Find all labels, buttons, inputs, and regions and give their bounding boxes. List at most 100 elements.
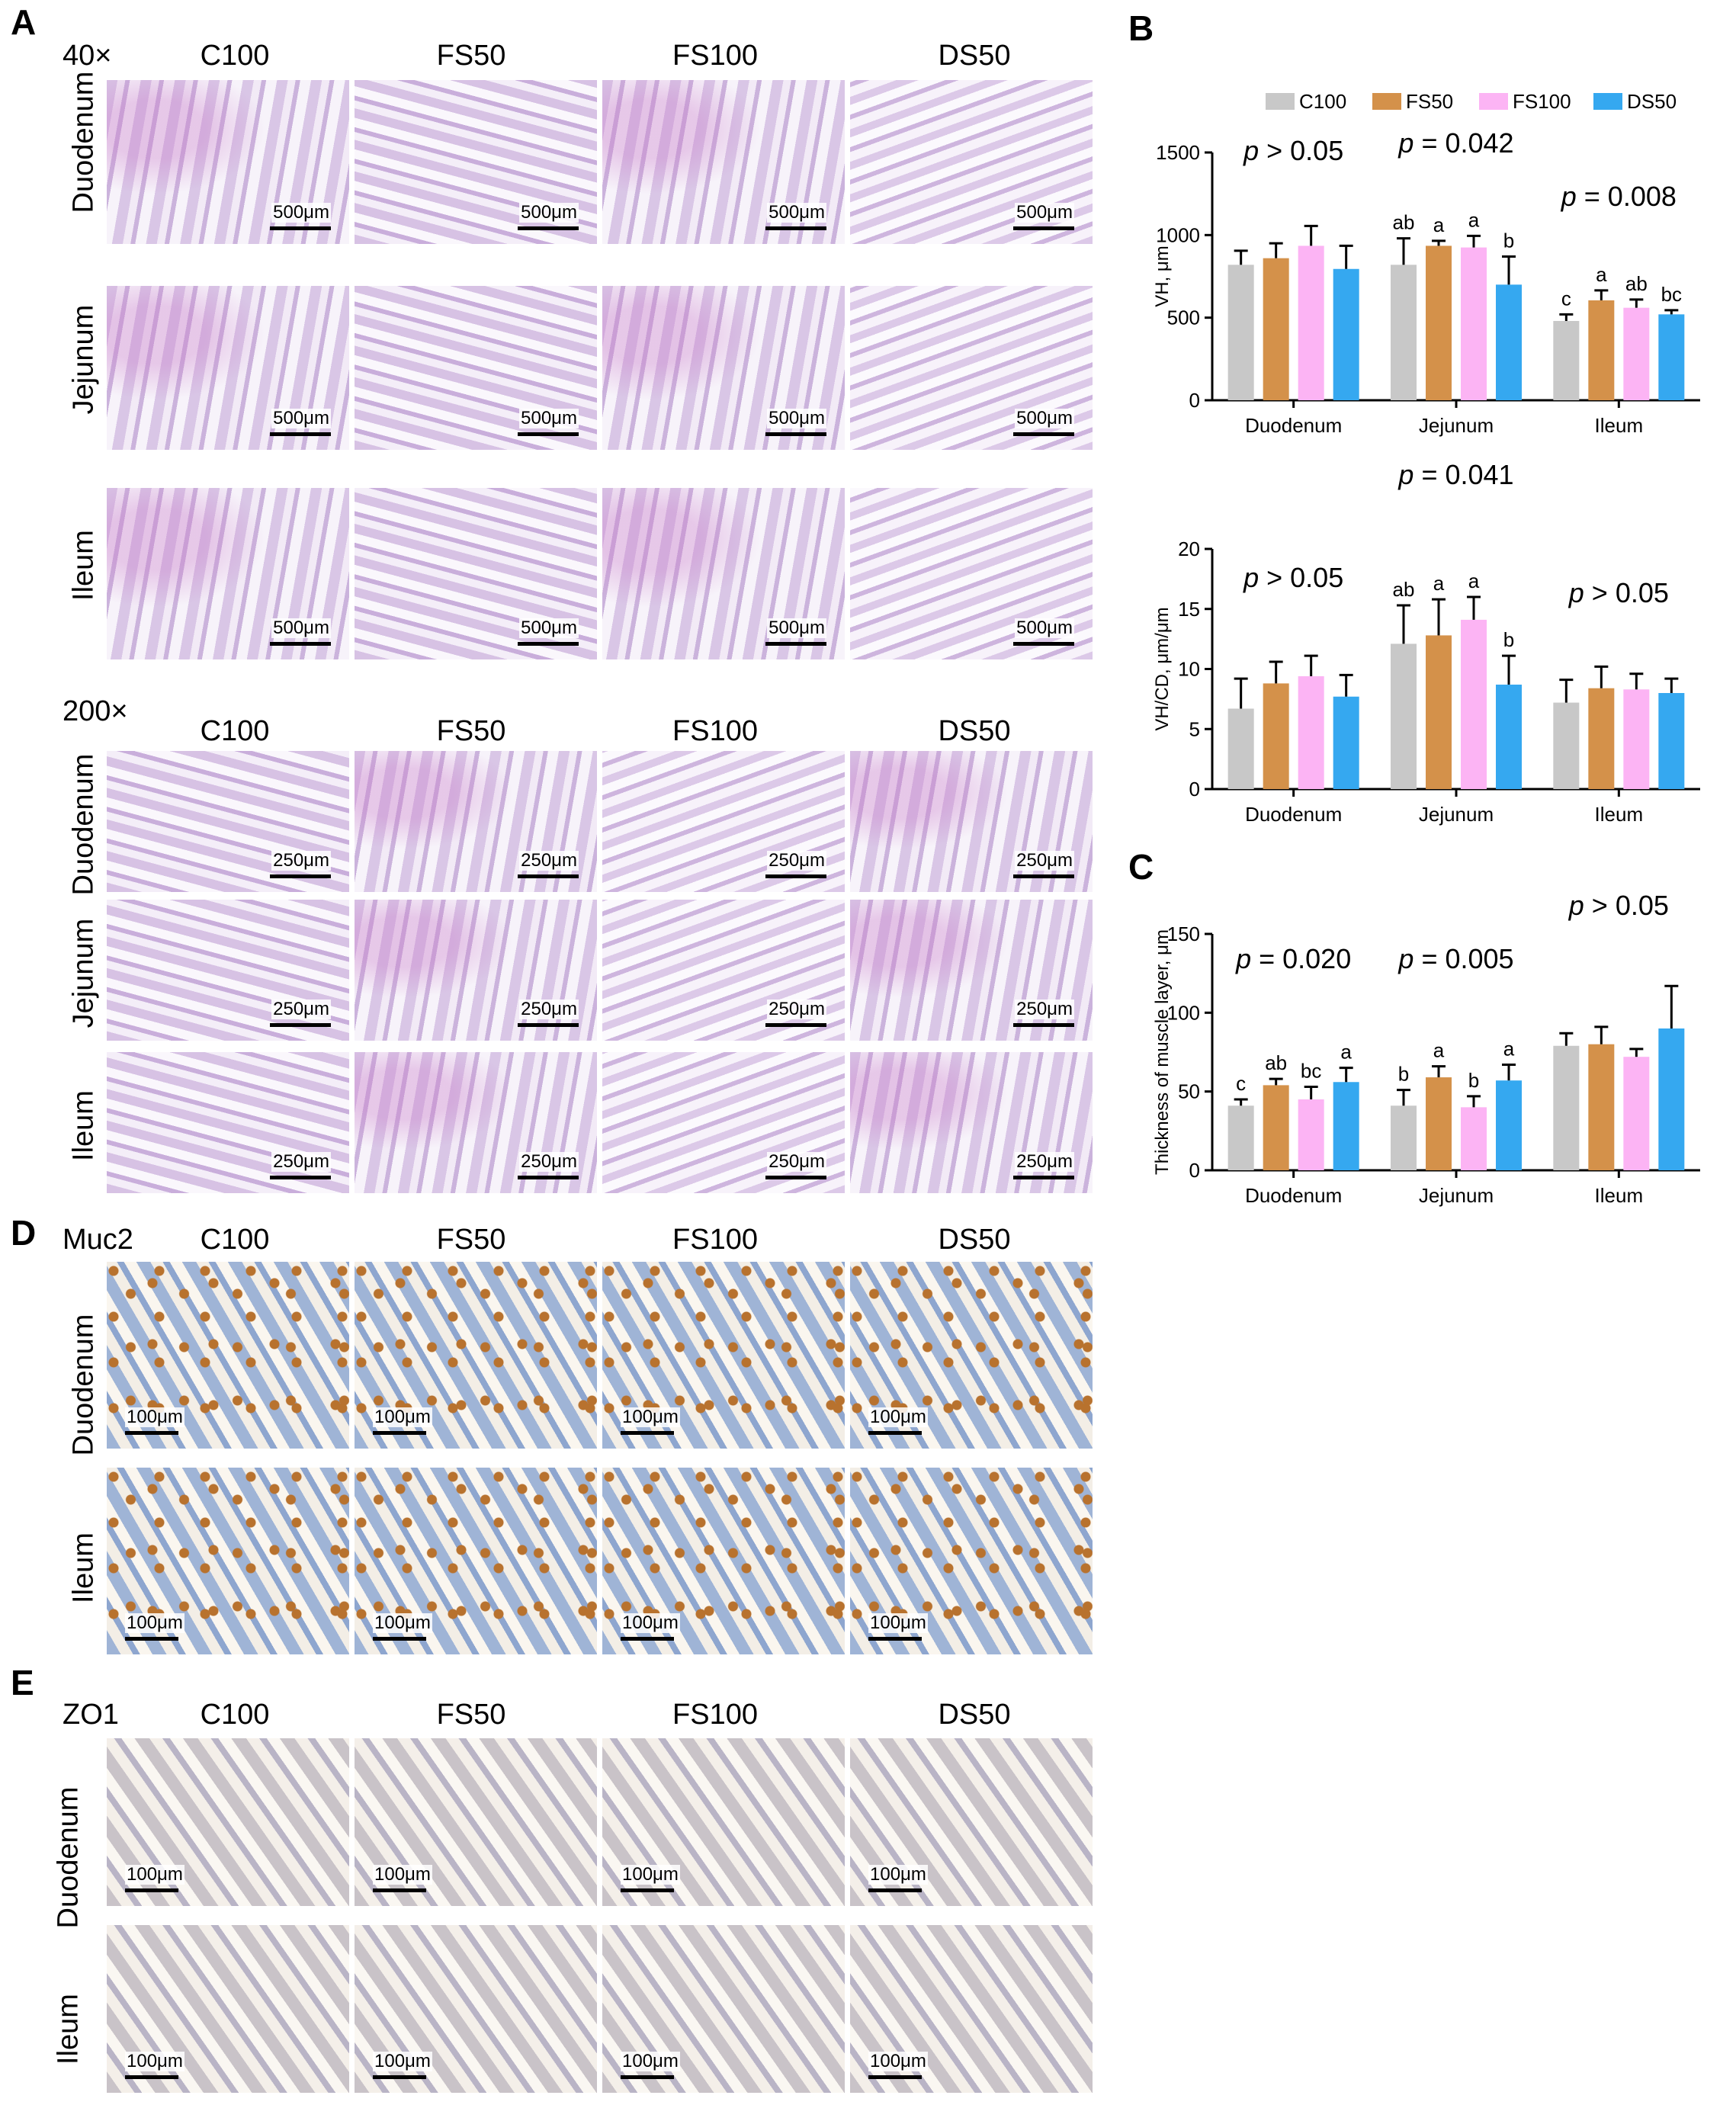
significance-letter: ab xyxy=(1625,272,1648,295)
panel-label-c: C xyxy=(1128,847,1154,887)
bar-fs100 xyxy=(1461,619,1487,789)
panel-label-b: B xyxy=(1128,8,1154,48)
muc2-image-duodenum-fs100: 100μm xyxy=(602,1262,845,1449)
bar-ds50 xyxy=(1333,1082,1359,1170)
p-value-label: p = 0.042 xyxy=(1397,127,1513,159)
chart-vhcd: 0 5 10 15 20 VH/CD, μm/μm Duodenum p > 0.05 Jeju… xyxy=(1152,459,1700,826)
bar-fs50 xyxy=(1263,1085,1289,1170)
zo1-image-ileum-c100: 100μm xyxy=(107,1925,349,2093)
scale-bar-label: 100μm xyxy=(868,2051,928,2071)
scale-bar xyxy=(1013,432,1074,436)
bar-c100 xyxy=(1391,265,1417,400)
scale-bar xyxy=(518,874,579,878)
y-tick-label: 0 xyxy=(1189,778,1200,801)
scale-bar xyxy=(270,432,331,436)
he-40x-image-duodenum-ds50: 500μm xyxy=(850,80,1093,244)
x-tick-label: Jejunum xyxy=(1419,1184,1494,1207)
x-tick-label: Jejunum xyxy=(1419,803,1494,826)
scale-bar-label: 500μm xyxy=(767,408,826,428)
he-200x-image-duodenum-ds50: 250μm xyxy=(850,751,1093,892)
bar-fs50 xyxy=(1426,635,1452,789)
bar-ds50 xyxy=(1333,696,1359,789)
p-value-label: p = 0.041 xyxy=(1397,459,1513,490)
col-header-fs100-d: FS100 xyxy=(672,1224,758,1256)
bar-fs50 xyxy=(1263,683,1289,789)
bar-fs50 xyxy=(1426,1077,1452,1170)
row-label-ileum-200x: Ileum xyxy=(67,1090,100,1161)
he-200x-image-jejunum-ds50: 250μm xyxy=(850,900,1093,1041)
scale-bar-label: 100μm xyxy=(621,2051,680,2071)
significance-letter: ab xyxy=(1393,578,1415,601)
zo1-image-duodenum-fs50: 100μm xyxy=(355,1738,597,1906)
he-40x-image-jejunum-c100: 500μm xyxy=(107,286,349,450)
bar-fs50 xyxy=(1588,300,1615,400)
scale-bar-label: 100μm xyxy=(621,1612,680,1633)
he-200x-image-ileum-c100: 250μm xyxy=(107,1052,349,1193)
row-label-ileum-e: Ileum xyxy=(52,1994,85,2065)
col-header-c100: C100 xyxy=(200,40,270,72)
muc2-image-ileum-fs50: 100μm xyxy=(355,1468,597,1654)
scale-bar xyxy=(868,1888,922,1892)
col-header-fs100: FS100 xyxy=(672,40,758,72)
zo1-image-duodenum-ds50: 100μm xyxy=(850,1738,1093,1906)
scale-bar-label: 250μm xyxy=(271,1151,331,1172)
he-40x-image-jejunum-ds50: 500μm xyxy=(850,286,1093,450)
col-header-fs100-200x: FS100 xyxy=(672,715,758,747)
panel-label-e: E xyxy=(11,1663,34,1702)
legend-label-c100: C100 xyxy=(1299,90,1346,113)
bar-c100 xyxy=(1227,708,1254,789)
significance-letter: bc xyxy=(1661,283,1682,306)
muc2-image-ileum-fs100: 100μm xyxy=(602,1468,845,1654)
scale-bar xyxy=(1013,226,1074,230)
y-tick-label: 20 xyxy=(1178,537,1200,560)
scale-bar xyxy=(518,642,579,646)
he-200x-image-duodenum-fs50: 250μm xyxy=(355,751,597,892)
y-tick-label: 15 xyxy=(1178,598,1200,621)
scale-bar xyxy=(621,1431,674,1435)
zo1-image-ileum-fs100: 100μm xyxy=(602,1925,845,2093)
stain-label-muc2: Muc2 xyxy=(63,1224,133,1256)
row-label-ileum-40x: Ileum xyxy=(67,530,100,601)
bar-ds50 xyxy=(1333,268,1359,400)
x-tick-label: Ileum xyxy=(1595,803,1644,826)
bar-c100 xyxy=(1553,1045,1580,1170)
scale-bar xyxy=(868,1637,922,1641)
scale-bar-label: 100μm xyxy=(373,2051,432,2071)
zo1-image-duodenum-fs100: 100μm xyxy=(602,1738,845,1906)
y-tick-label: 5 xyxy=(1189,717,1200,740)
scale-bar xyxy=(125,2075,178,2079)
scale-bar xyxy=(868,2075,922,2079)
zo1-image-duodenum-c100: 100μm xyxy=(107,1738,349,1906)
legend-label-fs50: FS50 xyxy=(1406,90,1453,113)
scale-bar xyxy=(125,1431,178,1435)
col-header-c100-200x: C100 xyxy=(200,715,270,747)
significance-letter: b xyxy=(1503,628,1514,651)
scale-bar xyxy=(518,1023,579,1027)
scale-bar xyxy=(270,1023,331,1027)
muc2-image-duodenum-ds50: 100μm xyxy=(850,1262,1093,1449)
scale-bar xyxy=(1013,642,1074,646)
magnification-200x: 200× xyxy=(63,695,128,727)
significance-letter: a xyxy=(1433,213,1445,236)
he-40x-image-ileum-fs100: 500μm xyxy=(602,488,845,659)
row-label-duodenum-e: Duodenum xyxy=(52,1786,85,1929)
col-header-fs100-e: FS100 xyxy=(672,1699,758,1731)
scale-bar-label: 500μm xyxy=(767,618,826,638)
scale-bar-label: 500μm xyxy=(519,408,579,428)
scale-bar xyxy=(765,226,826,230)
col-header-fs50-e: FS50 xyxy=(436,1699,506,1731)
bar-c100 xyxy=(1553,321,1580,400)
scale-bar-label: 500μm xyxy=(767,202,826,223)
p-value-label: p > 0.05 xyxy=(1243,135,1343,166)
significance-letter: a xyxy=(1468,570,1480,592)
col-header-c100-e: C100 xyxy=(200,1699,270,1731)
bar-ds50 xyxy=(1496,1080,1522,1170)
he-40x-image-jejunum-fs50: 500μm xyxy=(355,286,597,450)
p-value-label: p > 0.05 xyxy=(1243,562,1343,593)
scale-bar xyxy=(621,1637,674,1641)
bar-fs100 xyxy=(1623,307,1650,400)
bar-fs50 xyxy=(1426,245,1452,400)
scale-bar xyxy=(125,1637,178,1641)
he-40x-image-duodenum-fs100: 500μm xyxy=(602,80,845,244)
